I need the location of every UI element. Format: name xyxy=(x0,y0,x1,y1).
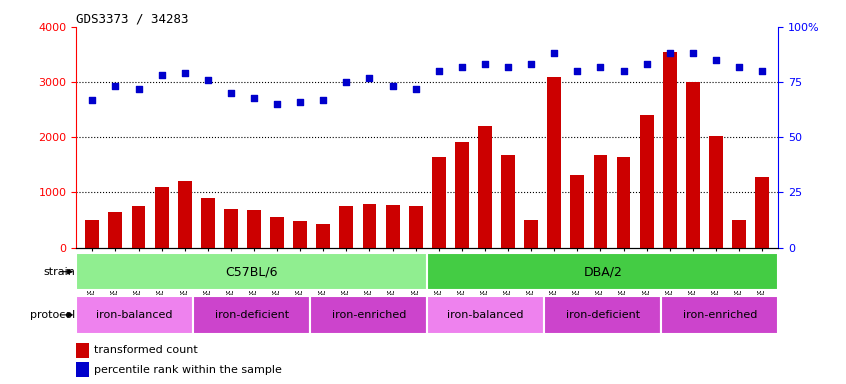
Point xyxy=(478,61,492,68)
Text: iron-enriched: iron-enriched xyxy=(332,310,406,320)
Bar xyxy=(270,217,284,248)
Point xyxy=(155,73,168,79)
Point xyxy=(247,94,261,101)
Bar xyxy=(132,206,146,248)
Text: strain: strain xyxy=(43,266,75,277)
Point xyxy=(594,64,607,70)
Point xyxy=(455,64,469,70)
Point xyxy=(409,86,422,92)
Point xyxy=(432,68,446,74)
Bar xyxy=(544,296,662,334)
Bar xyxy=(193,296,310,334)
Text: GDS3373 / 34283: GDS3373 / 34283 xyxy=(76,13,189,26)
Text: iron-enriched: iron-enriched xyxy=(683,310,757,320)
Bar xyxy=(294,221,307,248)
Point xyxy=(617,68,630,74)
Point xyxy=(386,83,399,89)
Point xyxy=(201,77,215,83)
Point xyxy=(271,101,284,107)
Bar xyxy=(224,209,238,248)
Bar xyxy=(386,205,399,248)
Bar xyxy=(755,177,769,248)
Bar xyxy=(732,220,746,248)
Bar xyxy=(108,212,123,248)
Point xyxy=(132,86,146,92)
Bar xyxy=(455,142,469,248)
Text: iron-deficient: iron-deficient xyxy=(215,310,288,320)
Point xyxy=(178,70,191,76)
Bar xyxy=(617,157,630,248)
Bar xyxy=(686,82,700,248)
Point xyxy=(525,61,538,68)
Bar xyxy=(594,155,607,248)
Bar xyxy=(178,182,192,248)
Point xyxy=(85,97,99,103)
Point xyxy=(733,64,746,70)
Bar xyxy=(316,224,330,248)
Text: DBA/2: DBA/2 xyxy=(584,265,622,278)
Point xyxy=(640,61,653,68)
Bar xyxy=(409,206,423,248)
Text: C57BL/6: C57BL/6 xyxy=(225,265,278,278)
Point xyxy=(686,50,700,56)
Point xyxy=(224,90,238,96)
Bar xyxy=(310,296,427,334)
Bar xyxy=(478,126,492,248)
Point xyxy=(663,50,677,56)
Text: iron-balanced: iron-balanced xyxy=(96,310,173,320)
Text: percentile rank within the sample: percentile rank within the sample xyxy=(94,365,282,375)
Point xyxy=(294,99,307,105)
Bar xyxy=(247,210,261,248)
Bar xyxy=(709,136,722,248)
Text: iron-deficient: iron-deficient xyxy=(566,310,640,320)
Bar xyxy=(363,204,376,248)
Bar xyxy=(547,76,561,248)
Bar xyxy=(640,115,654,248)
Point xyxy=(108,83,122,89)
Bar xyxy=(525,220,538,248)
Bar xyxy=(662,296,778,334)
Point xyxy=(363,74,376,81)
Point xyxy=(339,79,353,85)
Point xyxy=(547,50,561,56)
Bar xyxy=(501,155,515,248)
Point xyxy=(755,68,769,74)
Text: iron-balanced: iron-balanced xyxy=(448,310,524,320)
Bar xyxy=(76,343,89,358)
Bar xyxy=(85,220,99,248)
Bar xyxy=(570,175,585,248)
Point xyxy=(709,57,722,63)
Point xyxy=(316,97,330,103)
Bar xyxy=(155,187,168,248)
Bar xyxy=(339,206,354,248)
Point xyxy=(502,64,515,70)
Point xyxy=(570,68,584,74)
Text: protocol: protocol xyxy=(30,310,75,320)
Bar xyxy=(201,198,215,248)
Bar xyxy=(76,362,89,377)
Bar xyxy=(427,253,778,290)
Bar xyxy=(431,157,446,248)
Bar xyxy=(76,253,427,290)
Bar xyxy=(427,296,544,334)
Bar xyxy=(662,52,677,248)
Bar xyxy=(76,296,193,334)
Text: transformed count: transformed count xyxy=(94,345,197,355)
